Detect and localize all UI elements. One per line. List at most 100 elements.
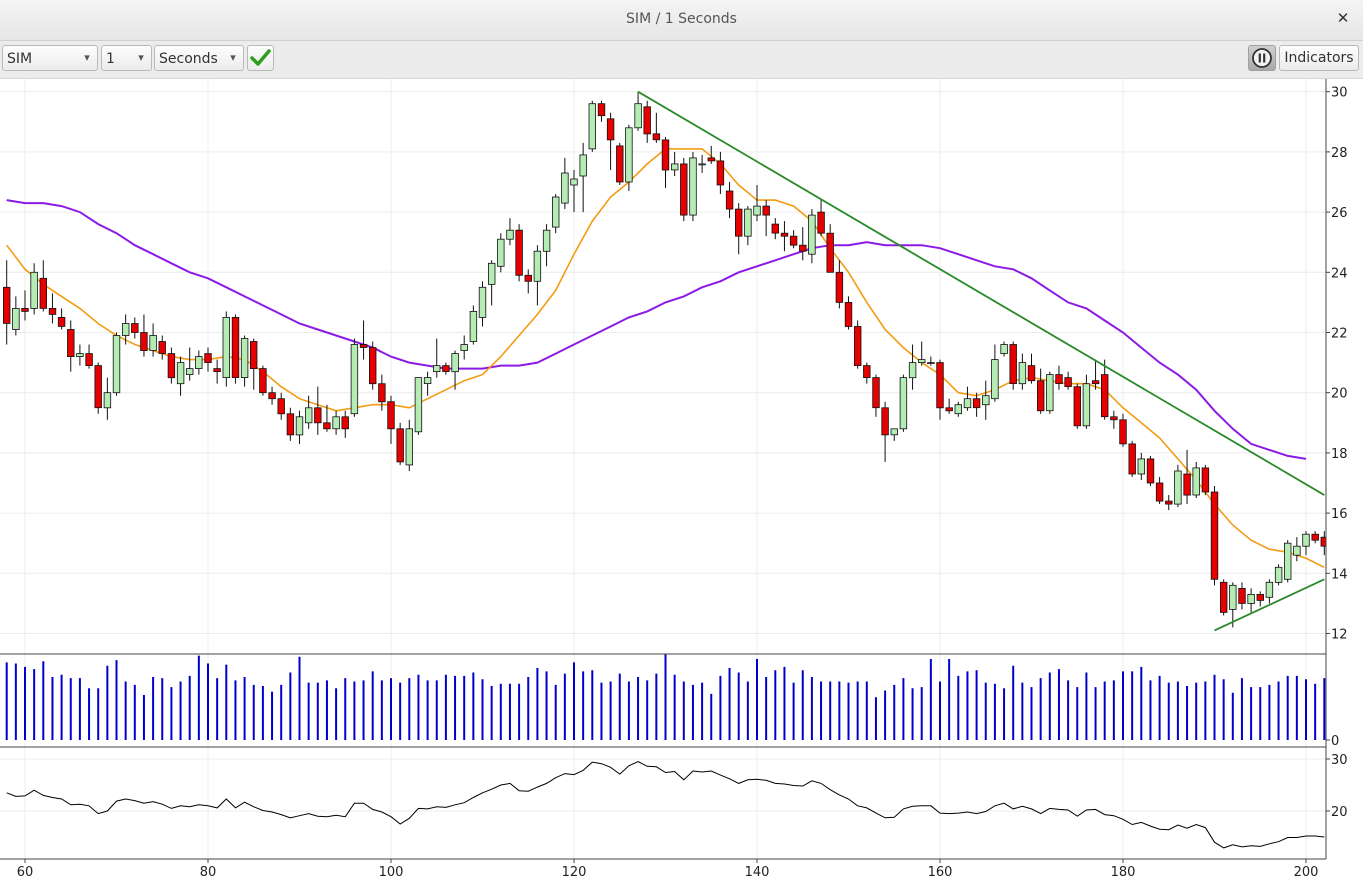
price-tick-label: 22 (1331, 327, 1348, 342)
candle-up (1174, 470, 1182, 505)
candle-up (1247, 594, 1255, 604)
candle-up (982, 395, 990, 406)
candle-down (204, 353, 212, 364)
candle-down (597, 103, 606, 117)
candle-down (972, 398, 981, 409)
candle-down (85, 353, 93, 367)
pause-icon (1252, 48, 1272, 68)
candle-up (533, 250, 542, 282)
candle-up (103, 392, 112, 409)
symbol-select[interactable]: SIM ▾ (2, 45, 98, 71)
x-tick-label: 60 (17, 865, 34, 880)
candle-up (478, 286, 487, 318)
candle-down (1101, 374, 1109, 418)
candle-down (94, 365, 102, 409)
candle-up (497, 238, 505, 267)
candle-down (1009, 344, 1017, 384)
candle-down (277, 398, 285, 415)
candle-down (1073, 386, 1081, 427)
x-tick-label: 160 (928, 865, 953, 880)
candle-down (140, 332, 148, 352)
chart-grid (0, 79, 1326, 859)
candle-up (744, 208, 752, 237)
chevron-down-icon: ▾ (230, 51, 236, 64)
candle-up (918, 359, 926, 364)
price-tick-label: 18 (1331, 447, 1348, 462)
candle-down (21, 307, 29, 312)
candle-up (542, 229, 551, 252)
candle-up (954, 404, 962, 415)
candle-up (112, 335, 121, 394)
candle-down (716, 160, 725, 186)
candle-down (314, 407, 322, 424)
volume-panel (5, 654, 1326, 740)
candle-down (67, 329, 75, 358)
candle-down (359, 344, 368, 348)
candle-up (176, 362, 185, 385)
x-tick-label: 80 (200, 865, 217, 880)
candle-down (341, 416, 349, 430)
candle-down (872, 377, 880, 409)
candle-down (249, 341, 258, 370)
price-panel (3, 90, 1326, 632)
pause-button[interactable] (1248, 45, 1276, 71)
candle-up (1284, 542, 1292, 580)
candle-down (789, 235, 798, 246)
candle-down (48, 307, 57, 315)
candle-down (268, 392, 276, 400)
candle-down (1220, 581, 1228, 613)
candle-down (1311, 533, 1319, 541)
candle-up (570, 178, 578, 186)
candle-down (854, 326, 862, 366)
x-tick-label: 200 (1294, 865, 1319, 880)
candle-up (1293, 545, 1301, 556)
candle-down (771, 223, 779, 234)
candle-down (167, 353, 176, 379)
candle-down (1201, 467, 1210, 493)
close-icon[interactable]: ✕ (1336, 9, 1350, 27)
candle-down (1119, 419, 1127, 445)
candle-down (131, 323, 139, 333)
candle-down (1256, 594, 1264, 601)
candle-up (1018, 362, 1027, 385)
candle-up (451, 353, 459, 373)
candle-down (286, 413, 295, 436)
candle-down (799, 244, 807, 252)
candle-down (707, 157, 715, 162)
candle-down (213, 368, 221, 373)
chart-area: 12 14 16 18 20 22 24 26 28 30 60 80 100 120 140 160 180 2… (0, 79, 1348, 880)
volume-tick-label: 0 (1331, 734, 1339, 749)
candle-up (698, 163, 706, 166)
candle-up (963, 398, 972, 409)
candle-down (616, 145, 624, 183)
candle-up (122, 323, 130, 336)
chevron-down-icon: ▾ (138, 51, 144, 64)
candle-up (1046, 374, 1054, 412)
candle-up (12, 307, 20, 330)
interval-value-select[interactable]: 1 ▾ (101, 45, 152, 71)
candle-up (405, 428, 413, 466)
candle-up (1274, 566, 1283, 583)
symbol-value: SIM (7, 51, 33, 67)
candle-down (835, 271, 844, 303)
candle-down (1055, 374, 1063, 385)
candle-down (936, 362, 944, 409)
candle-up (222, 316, 230, 378)
candle-up (195, 356, 203, 370)
candle-down (57, 316, 66, 327)
candle-down (1210, 491, 1219, 580)
oscillator-tick-label: 20 (1331, 805, 1348, 820)
interval-unit-select[interactable]: Seconds ▾ (154, 45, 244, 71)
apply-button[interactable] (247, 45, 274, 71)
candle-up (899, 377, 908, 430)
candle-up (506, 229, 514, 240)
candle-down (826, 232, 834, 273)
candle-down (3, 286, 11, 324)
price-tick-label: 28 (1331, 146, 1348, 161)
candle-up (1265, 581, 1274, 598)
x-tick-label: 100 (379, 865, 404, 880)
title-bar: SIM / 1 Seconds ✕ (0, 0, 1363, 41)
candle-up (350, 344, 359, 415)
indicators-button[interactable]: Indicators (1279, 45, 1359, 71)
interval-unit: Seconds (159, 51, 218, 67)
